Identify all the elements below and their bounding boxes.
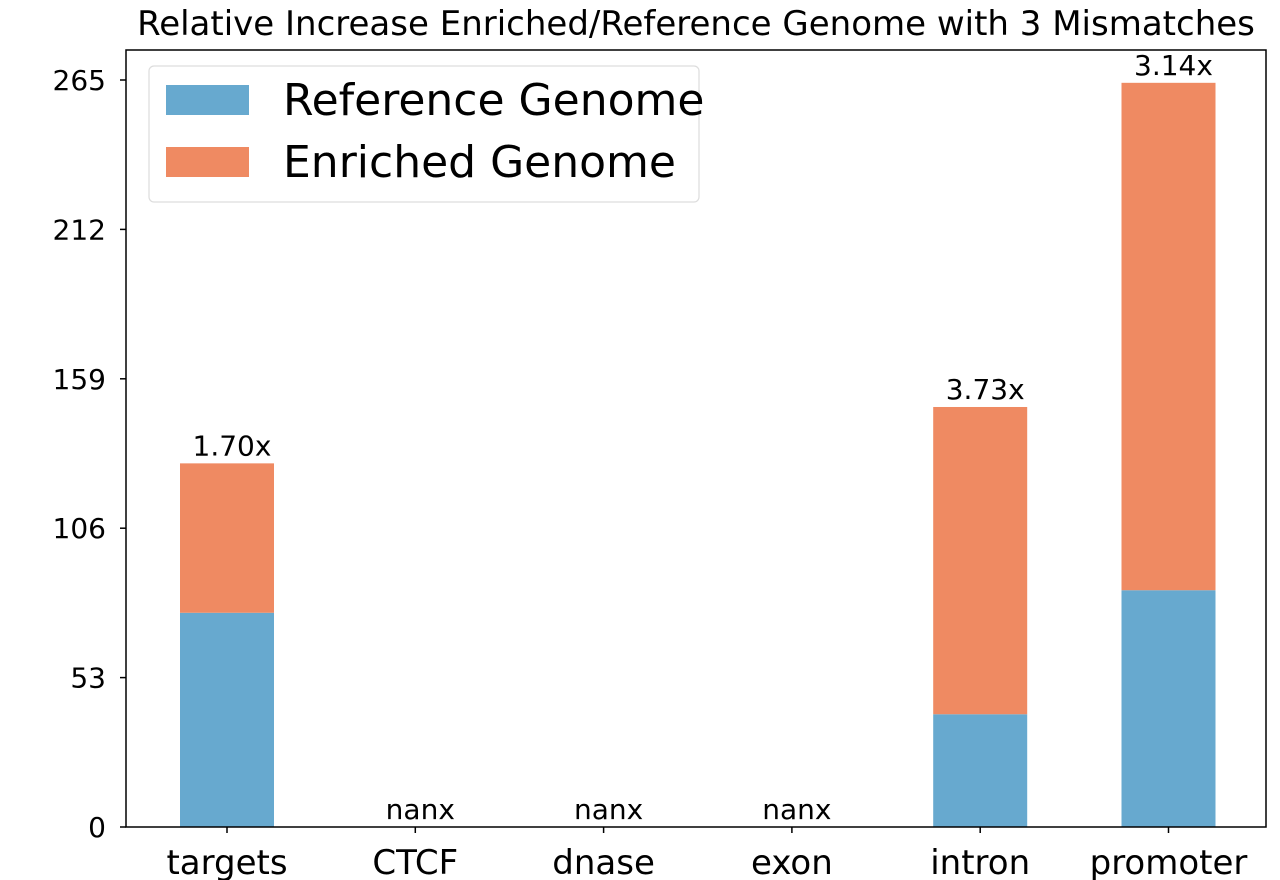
legend-box (148, 65, 700, 203)
bar-value-label-intron: 3.73x (946, 373, 1025, 406)
x-tick-label-targets: targets (166, 843, 287, 880)
y-tick-label-0: 0 (88, 811, 106, 844)
x-tick-label-promoter: promoter (1090, 843, 1248, 880)
bar-reference-intron (933, 714, 1028, 827)
bar-value-label-ctcf: nanx (386, 793, 455, 826)
legend-label-reference: Reference Genome (283, 75, 704, 126)
legend-label-enriched: Enriched Genome (283, 137, 676, 188)
bar-value-label-promoter: 3.14x (1134, 49, 1213, 82)
y-tick-label-212: 212 (53, 213, 106, 246)
bar-value-label-targets: 1.70x (193, 429, 272, 462)
bar-enriched-targets (180, 463, 274, 613)
bar-value-label-dnase: nanx (574, 793, 643, 826)
legend: Reference Genome Enriched Genome (148, 65, 704, 203)
bar-reference-targets (180, 612, 274, 827)
x-tick-label-ctcf: CTCF (372, 843, 458, 880)
x-tick-label-dnase: dnase (552, 843, 655, 880)
legend-swatch-reference (166, 85, 249, 115)
bars-layer (180, 82, 1216, 827)
x-tick-label-intron: intron (930, 843, 1030, 880)
chart-title: Relative Increase Enriched/Reference Gen… (137, 4, 1255, 44)
x-tick-label-exon: exon (751, 843, 833, 880)
bar-enriched-promoter (1121, 82, 1216, 591)
bar-value-label-exon: nanx (762, 793, 831, 826)
y-tick-label-159: 159 (53, 363, 106, 396)
legend-swatch-enriched (166, 147, 249, 177)
y-tick-label-53: 53 (70, 662, 106, 695)
bar-enriched-intron (933, 406, 1028, 715)
bar-reference-promoter (1121, 590, 1216, 827)
y-tick-label-265: 265 (53, 64, 106, 97)
y-tick-label-106: 106 (53, 512, 106, 545)
ticks-layer: targets CTCF dnase exon intron promoter 0 53 106… (53, 64, 1248, 880)
bar-labels-layer: 1.70x nanx nanx nanx 3.73x 3.14x (193, 49, 1213, 826)
plot-area-frame (125, 49, 1267, 828)
